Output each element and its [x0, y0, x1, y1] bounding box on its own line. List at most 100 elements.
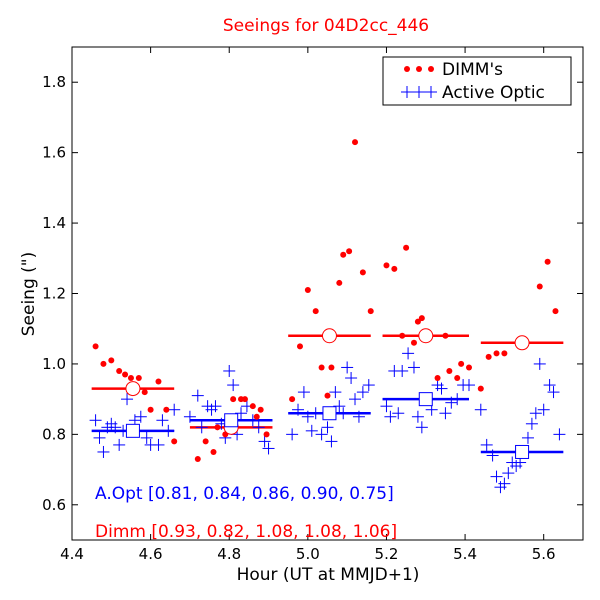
aopt-annotation: A.Opt [0.81, 0.84, 0.86, 0.90, 0.75] [95, 484, 394, 504]
aopt-point [113, 438, 126, 451]
aopt-point [415, 421, 428, 434]
x-tick-label: 5.4 [453, 545, 477, 563]
aopt-point [402, 347, 415, 360]
dimm-point [501, 350, 508, 357]
dimm-point [92, 343, 99, 350]
dimm-point [289, 396, 296, 403]
aopt-point [490, 470, 503, 483]
dimm-point [155, 378, 162, 385]
dimm-point [163, 406, 170, 413]
aopt-point [498, 477, 511, 490]
aopt-point [553, 428, 566, 441]
aopt-point [480, 438, 493, 451]
dimm-mean-marker [125, 381, 141, 397]
dimm-point [352, 139, 359, 146]
aopt-mean-marker [418, 392, 433, 407]
dimm-point [446, 367, 453, 374]
aopt-point [246, 414, 259, 427]
x-tick-label: 5.0 [296, 545, 320, 563]
plot-frame [71, 46, 584, 541]
axis-ticks: 4.4 4.6 4.8 5.0 5.2 5.4 5.6 0.6 0.8 1.0 1.2 1.4 1.6 1… [42, 47, 583, 563]
dimm-point [312, 308, 319, 315]
dimm-point [141, 389, 148, 396]
aopt-mean-marker [224, 413, 239, 428]
dimm-point [253, 413, 260, 420]
dimm-point [458, 360, 465, 367]
aopt-point [474, 403, 487, 416]
dimm-point [485, 353, 492, 360]
legend-aopt-marker [401, 86, 413, 98]
aopt-point [89, 414, 102, 427]
aopt-point [533, 357, 546, 370]
mean-markers [125, 328, 530, 459]
y-tick-label: 1.2 [42, 285, 66, 303]
aopt-point [286, 428, 299, 441]
x-tick-label: 4.8 [217, 545, 241, 563]
dimm-point [328, 364, 335, 371]
dimm-point [249, 403, 256, 410]
dimm-point [477, 385, 484, 392]
dimm-point [434, 375, 441, 382]
dimm-point [202, 438, 209, 445]
dimm-point [127, 375, 134, 382]
dimm-point [442, 332, 449, 339]
y-tick-label: 1.0 [42, 355, 66, 373]
legend-dimm-marker [416, 66, 422, 72]
x-axis-label: Hour (UT at MMJD+1) [237, 565, 420, 585]
aopt-point [341, 361, 354, 374]
aopt-point [333, 400, 346, 413]
dimm-point [257, 406, 264, 413]
legend-label-dimm: DIMM's [442, 60, 503, 80]
dimm-point [340, 251, 347, 258]
y-tick-label: 1.6 [42, 144, 66, 162]
chart-title: Seeings for 04D2cc_446 [223, 16, 429, 36]
aopt-point [547, 386, 560, 399]
dimm-point [122, 371, 129, 378]
dimm-annotation: Dimm [0.93, 0.82, 1.08, 1.08, 1.06] [95, 522, 397, 542]
y-tick-label: 0.8 [42, 425, 66, 443]
aopt-point [301, 410, 314, 423]
aopt-point [362, 379, 375, 392]
dimm-point [116, 367, 123, 374]
aopt-point [352, 410, 365, 423]
aopt-point [152, 438, 165, 451]
aopt-point [325, 435, 338, 448]
dimm-point [241, 396, 248, 403]
aopt-point [321, 421, 334, 434]
aopt-point [168, 403, 181, 416]
dimm-point [210, 448, 217, 455]
dimm-point [171, 438, 178, 445]
dimm-point [147, 406, 154, 413]
x-tick-label: 5.2 [375, 545, 399, 563]
aopt-point [134, 410, 147, 423]
x-tick-label: 4.6 [139, 545, 163, 563]
legend-aopt-marker [425, 86, 437, 98]
dimm-point [230, 396, 237, 403]
dimm-point [367, 308, 374, 315]
aopt-point [93, 431, 106, 444]
dimm-point [135, 375, 142, 382]
aopt-point [121, 393, 134, 406]
dimm-point [100, 360, 107, 367]
x-tick-label: 5.6 [532, 545, 556, 563]
x-tick-label: 4.4 [60, 545, 84, 563]
aopt-point [305, 424, 318, 437]
aopt-point [195, 421, 208, 434]
aopt-point [309, 407, 322, 420]
legend-markers [401, 66, 437, 98]
aopt-point [297, 386, 310, 399]
aopt-point [162, 424, 175, 437]
dimm-point [304, 286, 311, 293]
aopt-point [537, 403, 550, 416]
dimm-mean-marker [321, 328, 337, 344]
aopt-point [156, 414, 169, 427]
aopt-point [337, 407, 350, 420]
legend-label-aopt: Active Optic [442, 83, 545, 103]
dimm-point [324, 392, 331, 399]
aopt-point [463, 379, 476, 392]
y-tick-label: 1.4 [42, 214, 66, 232]
dimm-mean-marker [418, 328, 434, 344]
aopt-point [396, 364, 409, 377]
aopt-point [209, 400, 222, 413]
